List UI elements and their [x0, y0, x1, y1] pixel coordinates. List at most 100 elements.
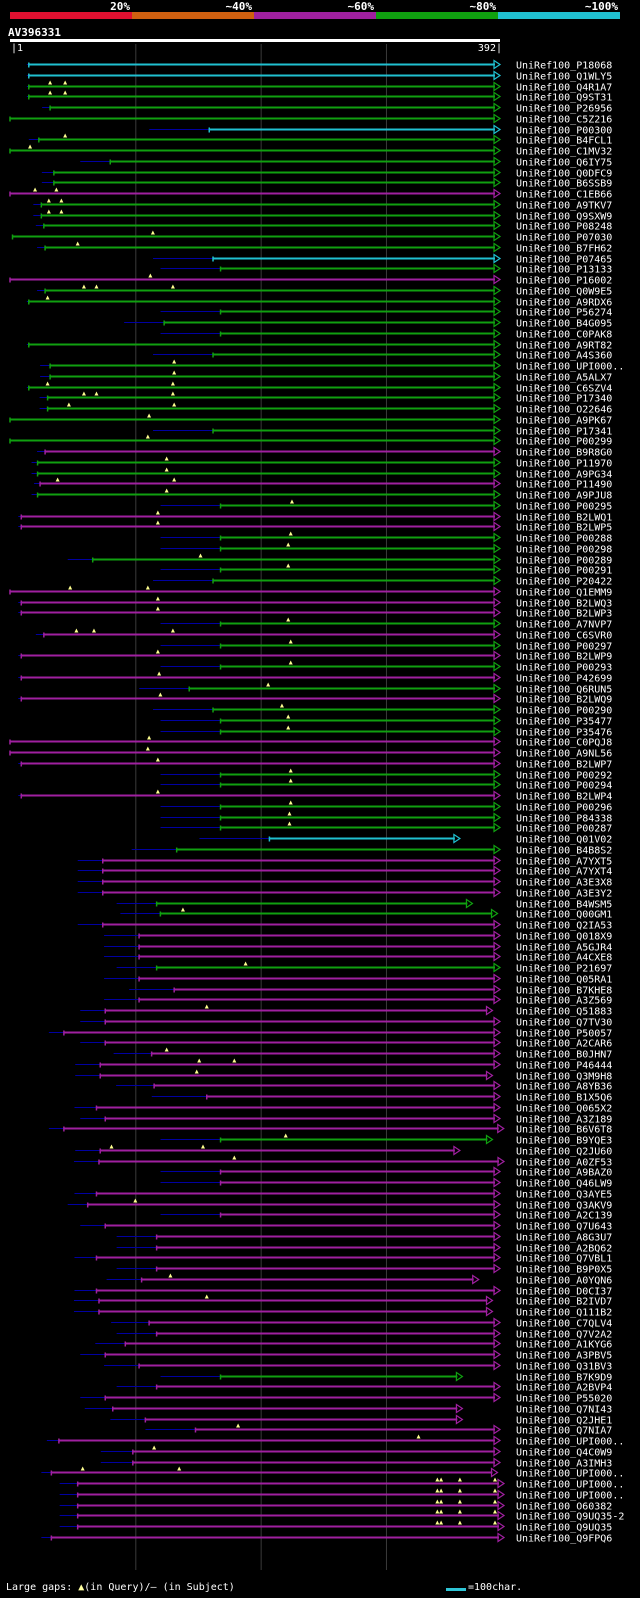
hit-row[interactable]: UniRef100_A9PG34 — [31, 467, 613, 481]
hit-label[interactable]: UniRef100_A3Z569 — [516, 996, 612, 1007]
hit-row[interactable]: UniRef100_P00300 — [149, 124, 612, 137]
hit-label[interactable]: UniRef100_B9P0X5 — [516, 1265, 612, 1276]
hit-row[interactable]: UniRef100_P46444 — [75, 1058, 612, 1072]
hit-row[interactable]: UniRef100_Q7U643 — [80, 1220, 612, 1233]
hit-row[interactable]: UniRef100_C1MV32 — [9, 144, 612, 158]
hit-label[interactable]: UniRef100_B1X5Q6 — [516, 1093, 612, 1104]
hit-row[interactable]: UniRef100_B7K9D9 — [160, 1371, 613, 1384]
hit-row[interactable]: UniRef100_B0JHN7 — [113, 1047, 613, 1061]
hit-label[interactable]: UniRef100_P00289 — [516, 556, 612, 567]
hit-label[interactable]: UniRef100_B6V6T8 — [516, 1125, 612, 1136]
hit-row[interactable]: UniRef100_Q4C0W9 — [100, 1445, 613, 1459]
hit-label[interactable]: UniRef100_A8YB36 — [516, 1082, 612, 1093]
hit-row[interactable]: UniRef100_Q1EMM9 — [9, 585, 612, 599]
hit-row[interactable]: UniRef100_B9R8G0 — [37, 446, 612, 459]
hit-row[interactable]: UniRef100_Q0W9E5 — [37, 284, 612, 298]
hit-row[interactable]: UniRef100_B2LWP3 — [18, 606, 612, 620]
hit-row[interactable]: UniRef100_A8YB36 — [116, 1080, 612, 1093]
hit-label[interactable]: UniRef100_A8G3U7 — [516, 1233, 612, 1244]
hit-label[interactable]: UniRef100_A1KYG6 — [516, 1340, 612, 1351]
hit-label[interactable]: UniRef100_P11970 — [516, 459, 612, 470]
hit-label[interactable]: UniRef100_A3E3Y2 — [516, 889, 612, 900]
hit-row[interactable]: UniRef100_P17341 — [153, 425, 612, 438]
hit-label[interactable]: UniRef100_B2LWP3 — [516, 609, 612, 620]
hit-label[interactable]: UniRef100_Q3AYE5 — [516, 1190, 612, 1201]
hit-row[interactable]: UniRef100_A3PBV5 — [80, 1349, 612, 1362]
hit-label[interactable]: UniRef100_A7YXT4 — [516, 867, 612, 878]
hit-label[interactable]: UniRef100_P18068 — [516, 61, 612, 72]
hit-label[interactable]: UniRef100_Q51883 — [516, 1007, 612, 1018]
hit-row[interactable]: UniRef100_Q31BV3 — [104, 1360, 612, 1373]
hit-label[interactable]: UniRef100_B2IVD7 — [516, 1297, 612, 1308]
hit-label[interactable]: UniRef100_Q6RUN5 — [516, 685, 612, 696]
hit-row[interactable]: UniRef100_Q6RUN5 — [139, 682, 612, 696]
hit-row[interactable]: UniRef100_Q6IY75 — [80, 156, 612, 169]
hit-label[interactable]: UniRef100_P08248 — [516, 222, 612, 233]
hit-row[interactable]: UniRef100_Q018X9 — [104, 930, 612, 943]
hit-label[interactable]: UniRef100_C5Z216 — [516, 115, 612, 126]
hit-label[interactable]: UniRef100_B2LWP4 — [516, 792, 612, 803]
hit-label[interactable]: UniRef100_P35477 — [516, 717, 612, 728]
hit-label[interactable]: UniRef100_Q2JHE1 — [516, 1416, 612, 1427]
hit-label[interactable]: UniRef100_A9RT82 — [516, 341, 612, 352]
hit-label[interactable]: UniRef100_O22646 — [516, 405, 612, 416]
hit-row[interactable]: UniRef100_A9TKV7 — [33, 198, 612, 212]
hit-label[interactable]: UniRef100_UPI000.. — [516, 1437, 624, 1448]
hit-label[interactable]: UniRef100_A2C139 — [516, 1211, 612, 1222]
hit-row[interactable]: UniRef100_A8G3U7 — [116, 1231, 613, 1244]
hit-row[interactable]: UniRef100_A0YQN6 — [106, 1273, 613, 1287]
hit-label[interactable]: UniRef100_C6SVR0 — [516, 631, 612, 642]
hit-label[interactable]: UniRef100_P00299 — [516, 437, 612, 448]
hit-label[interactable]: UniRef100_A9PG34 — [516, 470, 612, 481]
hit-row[interactable]: UniRef100_P00297 — [160, 639, 613, 653]
hit-label[interactable]: UniRef100_P07465 — [516, 255, 612, 266]
hit-label[interactable]: UniRef100_P00300 — [516, 126, 612, 137]
hit-label[interactable]: UniRef100_A0ZF53 — [516, 1158, 612, 1169]
hit-row[interactable]: UniRef100_P00290 — [153, 703, 612, 717]
hit-row[interactable]: UniRef100_A4S360 — [153, 349, 612, 362]
hit-label[interactable]: UniRef100_Q00GM1 — [516, 910, 612, 921]
hit-row[interactable]: UniRef100_P00291 — [160, 563, 613, 577]
hit-row[interactable]: UniRef100_P11490 — [34, 477, 612, 491]
hit-row[interactable]: UniRef100_Q2IA53 — [77, 919, 613, 932]
hit-row[interactable]: UniRef100_A9BAZ0 — [160, 1166, 613, 1179]
hit-row[interactable]: UniRef100_A7YXT5 — [77, 855, 613, 868]
hit-label[interactable]: UniRef100_B4G095 — [516, 319, 612, 330]
hit-label[interactable]: UniRef100_P13133 — [516, 265, 612, 276]
hit-label[interactable]: UniRef100_Q9FPQ6 — [516, 1534, 612, 1545]
hit-label[interactable]: UniRef100_A3Z189 — [516, 1115, 612, 1126]
hit-label[interactable]: UniRef100_C1EB66 — [516, 190, 612, 201]
hit-label[interactable]: UniRef100_A2CAR6 — [516, 1039, 612, 1050]
hit-row[interactable]: UniRef100_Q7NI43 — [84, 1403, 613, 1416]
hit-label[interactable]: UniRef100_Q1EMM9 — [516, 588, 612, 599]
hit-label[interactable]: UniRef100_B9R8G0 — [516, 448, 612, 459]
hit-row[interactable]: UniRef100_A3E3X8 — [77, 876, 613, 889]
hit-row[interactable]: UniRef100_C0PAK8 — [160, 328, 613, 341]
hit-row[interactable]: UniRef100_A3IMH3 — [100, 1457, 613, 1470]
hit-row[interactable]: UniRef100_P55020 — [80, 1392, 612, 1405]
hit-row[interactable]: UniRef100_P00292 — [160, 768, 613, 782]
hit-label[interactable]: UniRef100_P00296 — [516, 803, 612, 814]
hit-row[interactable]: UniRef100_B2LWQ9 — [18, 692, 612, 706]
hit-row[interactable]: UniRef100_B2LWP5 — [18, 520, 612, 534]
hit-row[interactable]: UniRef100_P56274 — [160, 306, 613, 319]
hit-row[interactable]: UniRef100_Q3AYE5 — [74, 1188, 612, 1201]
hit-label[interactable]: UniRef100_P42699 — [516, 674, 612, 685]
hit-label[interactable]: UniRef100_Q7V2A2 — [516, 1330, 612, 1341]
hit-row[interactable]: UniRef100_P50057 — [48, 1027, 612, 1040]
hit-label[interactable]: UniRef100_Q7NIA7 — [516, 1426, 612, 1437]
hit-label[interactable]: UniRef100_P46444 — [516, 1061, 612, 1072]
hit-label[interactable]: UniRef100_UPI000.. — [516, 1491, 624, 1502]
hit-label[interactable]: UniRef100_A0YQN6 — [516, 1276, 612, 1287]
hit-label[interactable]: UniRef100_Q0W9E5 — [516, 287, 612, 298]
hit-label[interactable]: UniRef100_P00295 — [516, 502, 612, 513]
hit-label[interactable]: UniRef100_A3E3X8 — [516, 878, 612, 889]
hit-label[interactable]: UniRef100_P00294 — [516, 781, 612, 792]
hit-row[interactable]: UniRef100_A7YXT4 — [77, 865, 613, 878]
hit-row[interactable]: UniRef100_A7NVP7 — [160, 617, 613, 631]
hit-label[interactable]: UniRef100_Q065X2 — [516, 1104, 612, 1115]
hit-row[interactable]: UniRef100_B2IVD7 — [73, 1294, 612, 1308]
hit-label[interactable]: UniRef100_P55020 — [516, 1394, 612, 1405]
hit-row[interactable]: UniRef100_Q9UQ35 — [59, 1520, 613, 1534]
hit-row[interactable]: UniRef100_A9RDX6 — [26, 295, 613, 309]
